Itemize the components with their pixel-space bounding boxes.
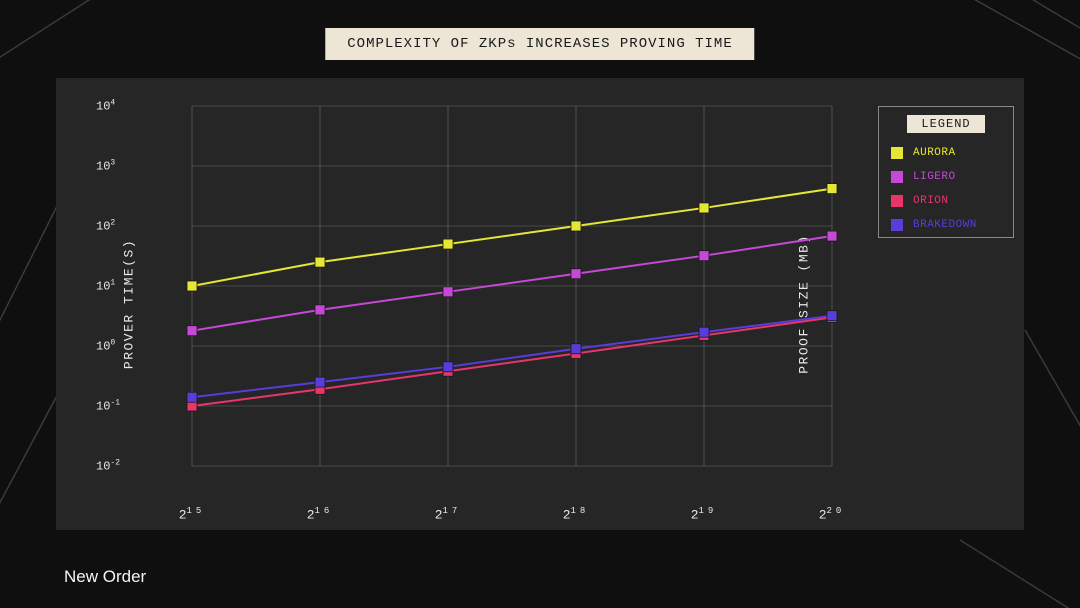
y-axis-label-left: PROVER TIME(S) [122,239,137,369]
x-tick-label: 215 [179,506,206,522]
brand: New Order [28,564,146,590]
series-marker-aurora [187,281,197,291]
brand-name: New Order [64,567,146,587]
series-marker-brakedown [827,311,837,321]
y-tick-label: 103 [96,159,115,174]
y-tick-label: 100 [96,339,115,354]
series-marker-brakedown [187,392,197,402]
chart-svg [152,96,842,496]
legend-swatch-icon [891,219,903,231]
series-line-orion [192,317,832,406]
x-tick-label: 218 [563,506,590,522]
legend-label: BRAKEDOWN [913,219,977,231]
y-tick-label: 10-2 [96,459,120,474]
series-marker-ligero [315,305,325,315]
x-tick-label: 220 [819,506,846,522]
brand-logo-icon [28,564,54,590]
y-tick-label: 102 [96,219,115,234]
series-marker-aurora [827,184,837,194]
series-marker-brakedown [315,377,325,387]
series-marker-aurora [443,239,453,249]
series-marker-ligero [187,326,197,336]
chart-title: COMPLEXITY OF ZKPs INCREASES PROVING TIM… [325,28,754,60]
x-tick-label: 219 [691,506,718,522]
series-marker-ligero [443,287,453,297]
series-marker-brakedown [699,327,709,337]
series-line-brakedown [192,316,832,398]
y-tick-label: 101 [96,279,115,294]
series-marker-aurora [699,203,709,213]
legend-item-aurora: AURORA [879,141,1013,165]
legend-swatch-icon [891,147,903,159]
series-marker-aurora [315,257,325,267]
series-marker-brakedown [571,344,581,354]
series-line-aurora [192,189,832,286]
legend-label: AURORA [913,147,956,159]
legend-title: LEGEND [907,115,985,133]
legend-item-brakedown: BRAKEDOWN [879,213,1013,237]
legend-item-ligero: LIGERO [879,165,1013,189]
legend-label: ORION [913,195,949,207]
x-tick-label: 216 [307,506,334,522]
x-tick-label: 217 [435,506,462,522]
legend: LEGEND AURORA LIGERO ORION BRAKEDOWN [878,106,1014,238]
y-tick-label: 104 [96,99,115,114]
legend-label: LIGERO [913,171,956,183]
series-marker-ligero [699,251,709,261]
y-tick-label: 10-1 [96,399,120,414]
series-line-ligero [192,236,832,331]
series-marker-aurora [571,221,581,231]
chart-container: PROVER TIME(S) PROOF SIZE (MB) 10-210-11… [56,78,1024,530]
plot-area [152,96,842,496]
series-marker-brakedown [443,362,453,372]
legend-item-orion: ORION [879,189,1013,213]
series-marker-ligero [827,231,837,241]
legend-swatch-icon [891,195,903,207]
legend-swatch-icon [891,171,903,183]
series-marker-ligero [571,269,581,279]
